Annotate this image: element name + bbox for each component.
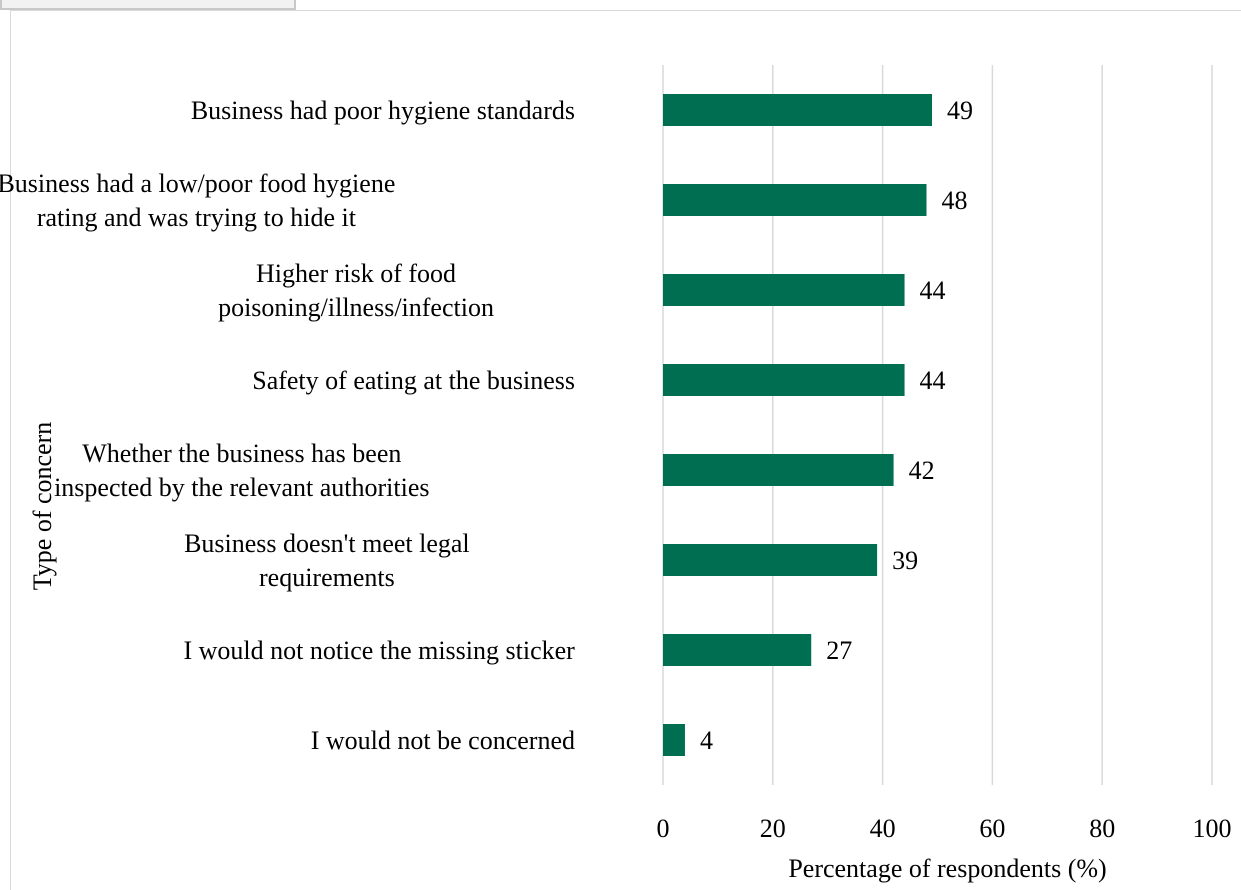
- category-label-0: Business had poor hygiene standards: [191, 96, 575, 125]
- bar-2: [663, 274, 905, 306]
- value-label-1: 48: [942, 186, 968, 215]
- category-label-line: rating and was trying to hide it: [37, 203, 357, 232]
- bar-3: [663, 364, 905, 396]
- category-label-line: I would not notice the missing sticker: [183, 636, 575, 665]
- x-tick-label-0: 0: [657, 814, 670, 843]
- x-tick-label-2: 40: [870, 814, 896, 843]
- chart-frame: [10, 10, 1241, 890]
- value-label-0: 49: [947, 96, 973, 125]
- category-label-line: Business had a low/poor food hygiene: [0, 169, 395, 198]
- category-label-line: Higher risk of food: [256, 259, 456, 288]
- category-label-line: inspected by the relevant authorities: [54, 473, 429, 502]
- bars: [663, 94, 933, 756]
- category-label-2: Higher risk of food poisoning/illness/inf…: [218, 259, 494, 322]
- bar-4: [663, 454, 894, 486]
- category-label-line: Safety of eating at the business: [252, 366, 575, 395]
- category-label-7: I would not be concerned: [311, 726, 575, 755]
- value-label-4: 42: [909, 456, 935, 485]
- value-label-7: 4: [700, 726, 713, 755]
- category-label-line: Business had poor hygiene standards: [191, 96, 575, 125]
- value-label-6: 27: [826, 636, 852, 665]
- x-axis-title: Percentage of respondents (%): [788, 854, 1106, 883]
- value-label-2: 44: [920, 276, 946, 305]
- x-tick-labels: 0 20 40 60 80 100: [657, 814, 1232, 843]
- window-tab: [0, 0, 296, 10]
- x-tick-label-3: 60: [979, 814, 1005, 843]
- category-labels: Business had poor hygiene standards Busin…: [0, 96, 575, 755]
- category-label-5: Business doesn't meet legal requirements: [184, 529, 470, 592]
- bar-7: [663, 724, 685, 756]
- bar-6: [663, 634, 812, 666]
- category-label-line: poisoning/illness/infection: [218, 293, 494, 322]
- bar-5: [663, 544, 878, 576]
- value-label-5: 39: [892, 546, 918, 575]
- value-label-3: 44: [920, 366, 946, 395]
- category-label-6: I would not notice the missing sticker: [183, 636, 575, 665]
- x-tick-label-5: 100: [1193, 814, 1232, 843]
- category-label-line: requirements: [259, 563, 395, 592]
- bar-0: [663, 94, 933, 126]
- x-tick-label-4: 80: [1089, 814, 1115, 843]
- category-label-3: Safety of eating at the business: [252, 366, 575, 395]
- value-labels: 49 48 44 44 42 39 27 4: [700, 96, 973, 755]
- x-tick-label-1: 20: [760, 814, 786, 843]
- category-label-line: Whether the business has been: [82, 439, 401, 468]
- category-label-line: I would not be concerned: [311, 726, 575, 755]
- bar-1: [663, 184, 927, 216]
- gridlines: [662, 65, 1213, 785]
- y-axis-title: Type of concern: [28, 422, 57, 591]
- category-label-line: Business doesn't meet legal: [184, 529, 470, 558]
- category-label-4: Whether the business has been inspected b…: [54, 439, 429, 502]
- category-label-1: Business had a low/poor food hygiene rati…: [0, 169, 395, 232]
